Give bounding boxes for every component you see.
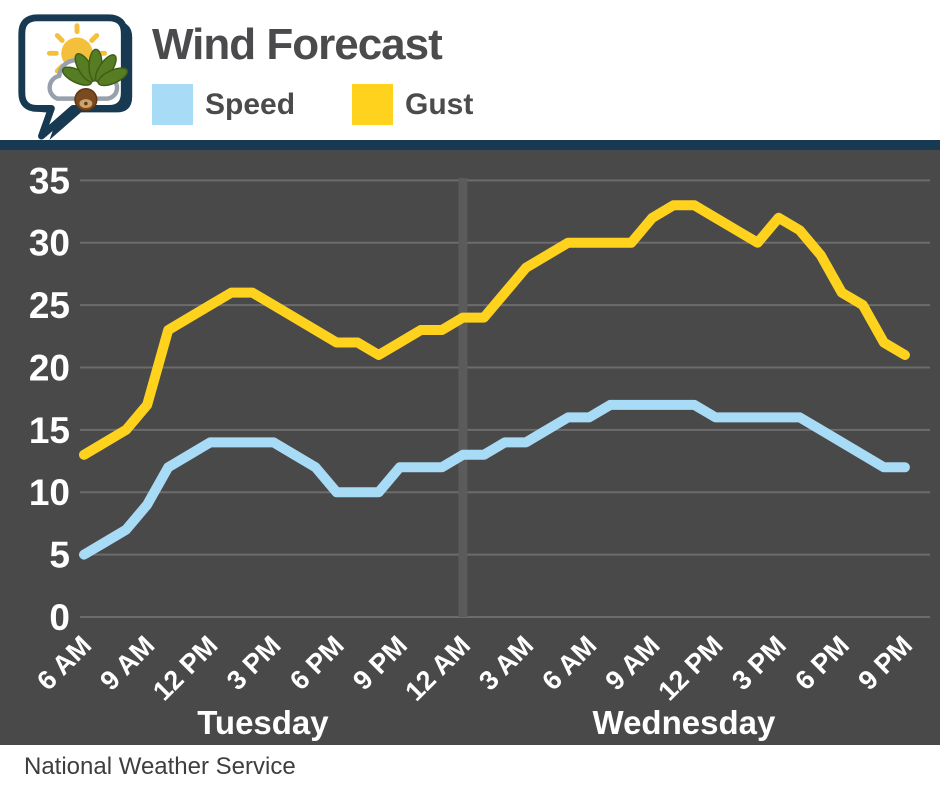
gust-line [79,200,910,460]
header-divider-bar [0,140,940,150]
page-title: Wind Forecast [152,20,443,69]
x-axis-label: 6 AM [536,630,602,696]
y-axis-label: 35 [29,160,70,201]
y-axis-label: 15 [29,410,70,451]
y-axis-label: 5 [49,535,70,576]
speed-legend-swatch [152,84,193,125]
day-label: Tuesday [197,704,329,741]
wind-forecast-chart: 0 5 10 15 20 25 30 35 6 AM 9 AM 12 PM 3 PM 6 PM 9 PM 1… [0,150,940,745]
gust-legend-label: Gust [405,88,474,121]
x-axis-label: 3 PM [726,630,792,696]
day-label: Wednesday [593,704,776,741]
x-axis-label: 12 PM [147,630,223,706]
leaf-icon [61,48,129,87]
y-axis-label: 20 [29,347,70,388]
chart-legend: Speed Gust [152,84,752,126]
nws-office-logo [18,14,133,141]
y-axis-label: 0 [49,597,70,638]
y-axis-label: 10 [29,472,70,513]
header: Wind Forecast Speed Gust [0,0,940,141]
x-axis-label: 6 AM [31,630,97,696]
day-divider-band [458,178,468,617]
x-axis-label: 12 AM [399,630,476,707]
gust-legend-swatch [352,84,393,125]
y-axis-label: 30 [29,223,70,264]
source-attribution: National Weather Service [24,753,296,780]
y-axis-label: 25 [29,285,70,326]
x-axis-label: 6 PM [284,630,350,696]
footer: National Weather Service [0,745,940,788]
x-axis-label: 12 PM [652,630,728,706]
x-axis-label: 9 PM [852,630,918,696]
speed-line [79,399,910,560]
speed-legend-label: Speed [205,88,296,121]
x-axis-label: 6 PM [789,630,855,696]
x-axis-label: 3 PM [221,630,287,696]
nut-icon [74,88,98,112]
x-axis-label: 3 AM [473,630,539,696]
